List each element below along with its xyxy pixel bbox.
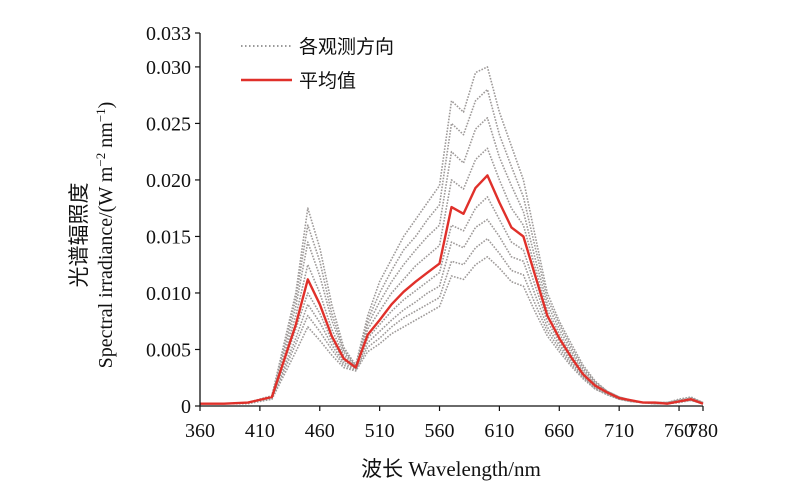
x-tick-label: 760 <box>664 420 694 442</box>
y-axis-label-en: Spectral irradiance/(W m−2 nm−1) <box>93 102 117 369</box>
direction-series-line-4 <box>200 147 704 405</box>
y-tick-label: 0.020 <box>146 170 191 192</box>
x-tick-label: 780 <box>688 420 718 442</box>
direction-series-line-2 <box>200 88 704 405</box>
y-tick-label: 0 <box>181 396 191 418</box>
y-tick-label: 0.033 <box>146 23 191 45</box>
direction-series-line-1 <box>200 66 704 405</box>
direction-series-line-5 <box>200 196 704 405</box>
x-tick-label: 560 <box>425 420 455 442</box>
mean-series-line <box>200 174 704 405</box>
x-tick-label: 610 <box>484 420 514 442</box>
legend-directions-label: 各观测方向 <box>299 36 394 58</box>
legend-mean-label: 平均值 <box>299 70 356 92</box>
direction-series-line-8 <box>200 256 704 405</box>
x-axis-label: 波长 Wavelength/nm <box>361 457 541 481</box>
y-axis-label-en-group: Spectral irradiance/(W m−2 nm−1) <box>93 102 117 369</box>
y-axis-label-mid: nm <box>95 122 117 153</box>
y-tick-label: 0.030 <box>146 57 191 79</box>
y-axis-label-en-main: Spectral irradiance/(W m <box>95 166 117 368</box>
y-axis-label-sup2: −1 <box>93 108 108 122</box>
y-axis-label-cn: 光谱辐照度 <box>67 183 91 288</box>
x-tick-label: 460 <box>305 420 335 442</box>
y-axis-label-cn-group: 光谱辐照度 <box>67 183 91 288</box>
y-tick-label: 0.010 <box>146 283 191 305</box>
x-tick-label: 710 <box>604 420 634 442</box>
direction-series-line-6 <box>200 218 704 405</box>
legend: 各观测方向 平均值 <box>241 36 394 92</box>
x-tick-label: 360 <box>185 420 215 442</box>
y-axis-label-sup1: −2 <box>93 153 108 167</box>
y-axis-label-end: ) <box>95 102 117 109</box>
y-tick-group: 0 0.005 0.010 0.015 0.020 0.025 0.030 0.033 <box>146 23 200 418</box>
x-tick-label: 510 <box>365 420 395 442</box>
plot-area <box>200 66 704 405</box>
y-tick-label: 0.015 <box>146 226 191 248</box>
y-tick-label: 0.005 <box>146 339 191 361</box>
direction-series-group <box>200 66 704 405</box>
x-tick-label: 410 <box>245 420 275 442</box>
direction-series-line-3 <box>200 117 704 405</box>
y-tick-label: 0.025 <box>146 113 191 135</box>
x-tick-label: 660 <box>544 420 574 442</box>
